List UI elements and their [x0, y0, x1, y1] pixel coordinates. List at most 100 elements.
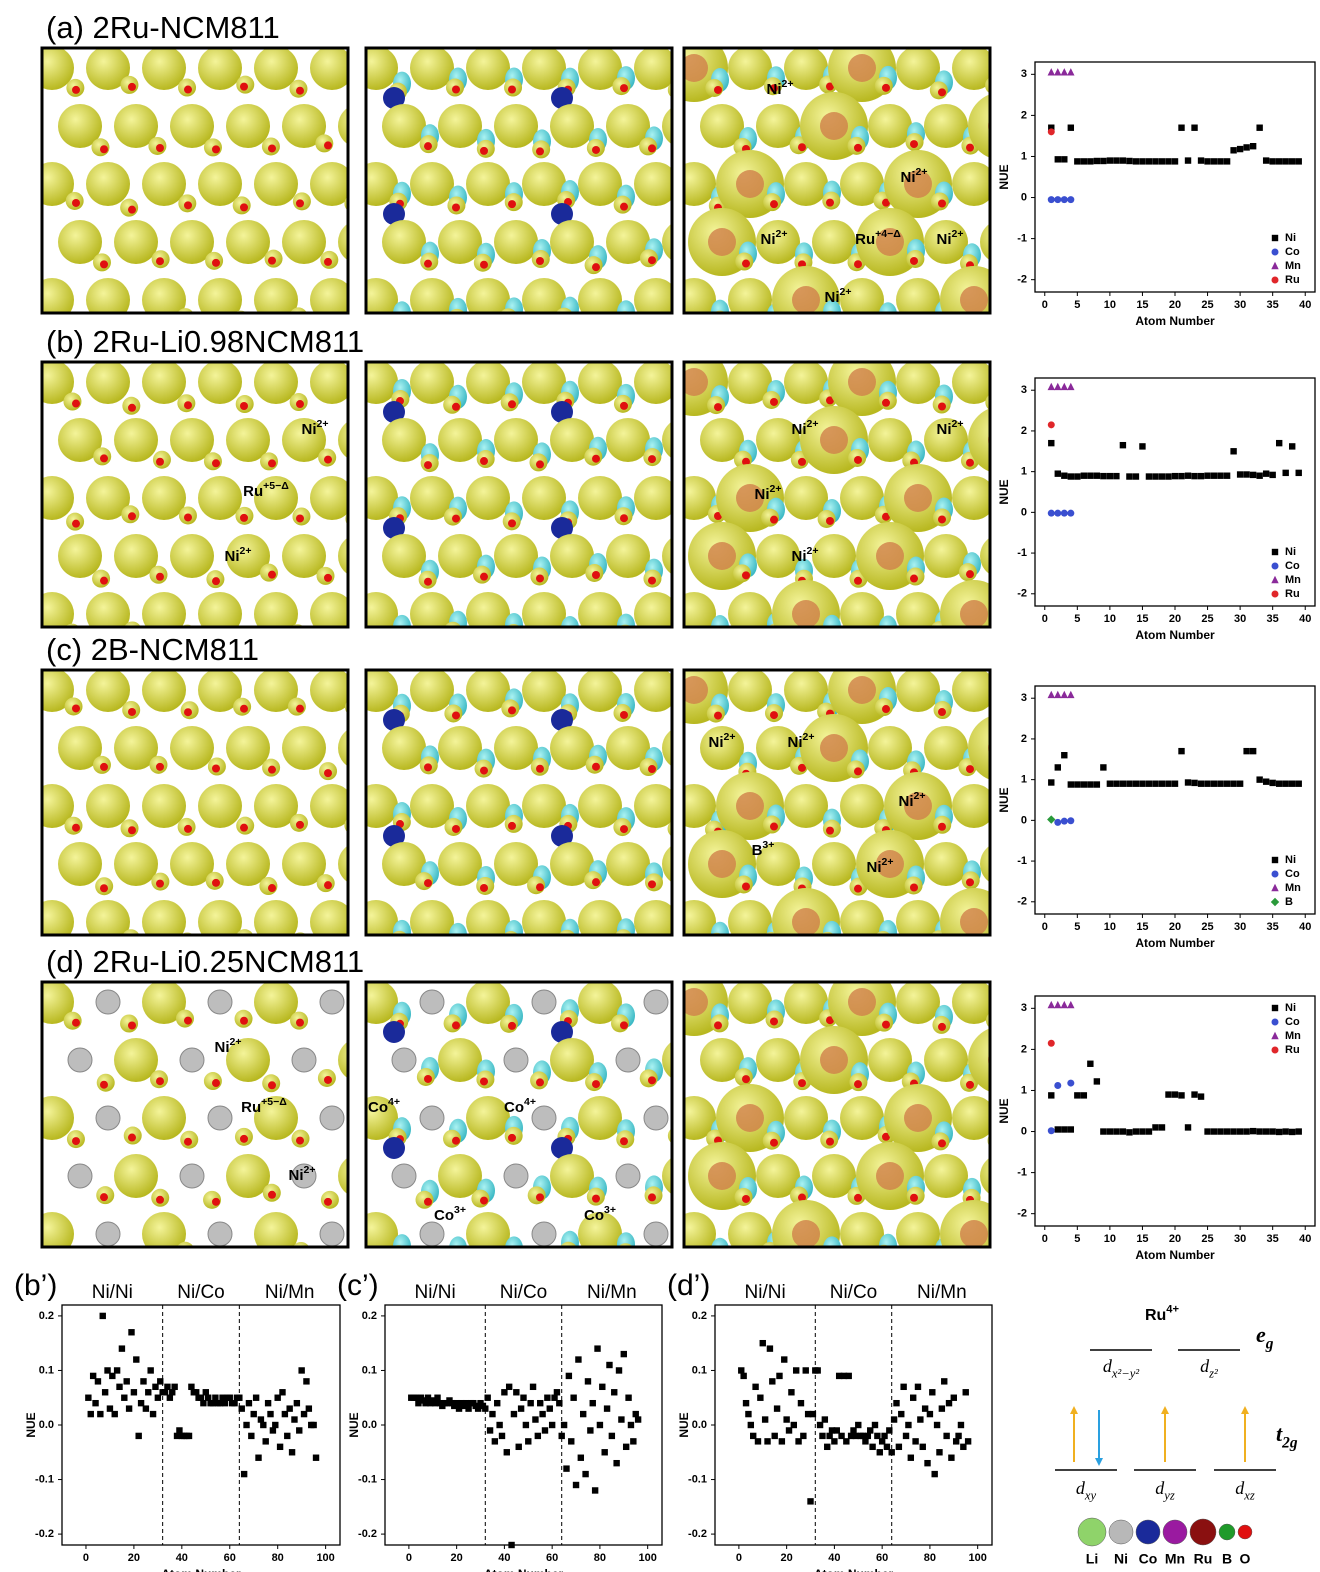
point — [580, 1411, 586, 1417]
atom-ru — [848, 988, 876, 1016]
o-atom — [994, 83, 1002, 91]
o-atom — [770, 711, 778, 719]
point — [1048, 440, 1054, 446]
point — [116, 1384, 122, 1390]
density-blob — [672, 592, 716, 636]
point — [850, 1427, 856, 1433]
o-atom — [536, 257, 544, 265]
y-tick-label: -0.1 — [35, 1473, 54, 1485]
legend-label: Ru — [1285, 588, 1300, 600]
y-axis-label: NUE — [997, 787, 1011, 812]
point — [1081, 473, 1087, 479]
point — [912, 1438, 918, 1444]
y-tick-label: -1 — [1017, 547, 1027, 559]
density-blob — [924, 1154, 968, 1198]
o-atom — [508, 400, 516, 408]
legend-label: Ni — [1285, 546, 1296, 558]
point — [791, 1422, 797, 1428]
point — [1100, 764, 1106, 770]
point — [628, 1422, 634, 1428]
point — [1276, 440, 1282, 446]
ion-label-sup: 2+ — [304, 1164, 316, 1176]
point — [523, 1422, 529, 1428]
point — [951, 1395, 957, 1401]
point — [893, 1400, 899, 1406]
point — [621, 1351, 627, 1357]
ion-label-sup: 2+ — [240, 545, 252, 557]
ion-label-base: Co — [434, 1207, 454, 1224]
o-atom — [882, 84, 890, 92]
o-atom — [396, 319, 404, 327]
atom-ni — [504, 1048, 528, 1072]
density-blob — [114, 1154, 158, 1198]
point — [90, 1373, 96, 1379]
point — [1061, 156, 1067, 162]
ion-label-base: Ni — [302, 421, 317, 438]
point — [843, 1438, 849, 1444]
point — [298, 1367, 304, 1373]
point — [1094, 473, 1100, 479]
point — [554, 1389, 560, 1395]
point — [501, 1389, 507, 1395]
o-atom — [882, 705, 890, 713]
point — [1217, 1128, 1223, 1134]
point — [102, 1389, 108, 1395]
density-blob — [466, 784, 510, 828]
density-blob — [170, 726, 214, 770]
density-blob — [924, 104, 968, 148]
o-atom — [212, 577, 220, 585]
point — [484, 1395, 490, 1401]
point — [1126, 781, 1132, 787]
o-atom — [128, 936, 136, 944]
density-blob — [578, 592, 622, 636]
o-atom — [826, 318, 834, 326]
point — [1237, 471, 1243, 477]
point — [465, 1405, 471, 1411]
point — [251, 1411, 257, 1417]
point — [1276, 158, 1282, 164]
point — [1055, 1126, 1061, 1132]
x-axis-label: Atom Number — [814, 1567, 894, 1572]
atom-ru — [736, 1104, 764, 1132]
density-blob — [522, 668, 566, 712]
atom-ni — [180, 1164, 204, 1188]
atom-ni — [420, 1222, 444, 1246]
o-atom — [100, 763, 108, 771]
point — [1139, 1128, 1145, 1134]
point — [239, 1405, 245, 1411]
density-blob — [578, 668, 622, 712]
group-label: Ni/Mn — [917, 1282, 967, 1303]
o-atom — [324, 456, 332, 464]
o-atom — [508, 938, 516, 946]
point — [896, 1444, 902, 1450]
atom-ni — [392, 1164, 416, 1188]
point — [908, 1455, 914, 1461]
point — [1263, 778, 1269, 784]
point — [1126, 1129, 1132, 1135]
point — [1282, 781, 1288, 787]
density-blob — [840, 900, 884, 944]
point — [1146, 473, 1152, 479]
o-atom — [938, 515, 946, 523]
point — [525, 1438, 531, 1444]
o-atom — [564, 634, 572, 642]
y-tick-label: 0.1 — [39, 1364, 54, 1376]
density-blob — [354, 360, 398, 404]
atom-ru — [708, 850, 736, 878]
x-axis-label: Atom Number — [1135, 628, 1215, 642]
point — [1107, 781, 1113, 787]
atom-ru — [988, 112, 1016, 140]
density-blob — [30, 1212, 74, 1256]
point — [1100, 1128, 1106, 1134]
atom-ru — [988, 1046, 1016, 1074]
o-atom — [620, 632, 628, 640]
o-atom — [100, 1081, 108, 1089]
ion-label-base: Co — [504, 1099, 524, 1116]
density-blob — [254, 900, 298, 944]
o-small — [763, 314, 781, 332]
o-atom — [1022, 575, 1030, 583]
render — [354, 980, 719, 1275]
density-blob — [672, 162, 716, 206]
o-atom — [452, 515, 460, 523]
ion-label-base: Ni — [767, 81, 782, 98]
